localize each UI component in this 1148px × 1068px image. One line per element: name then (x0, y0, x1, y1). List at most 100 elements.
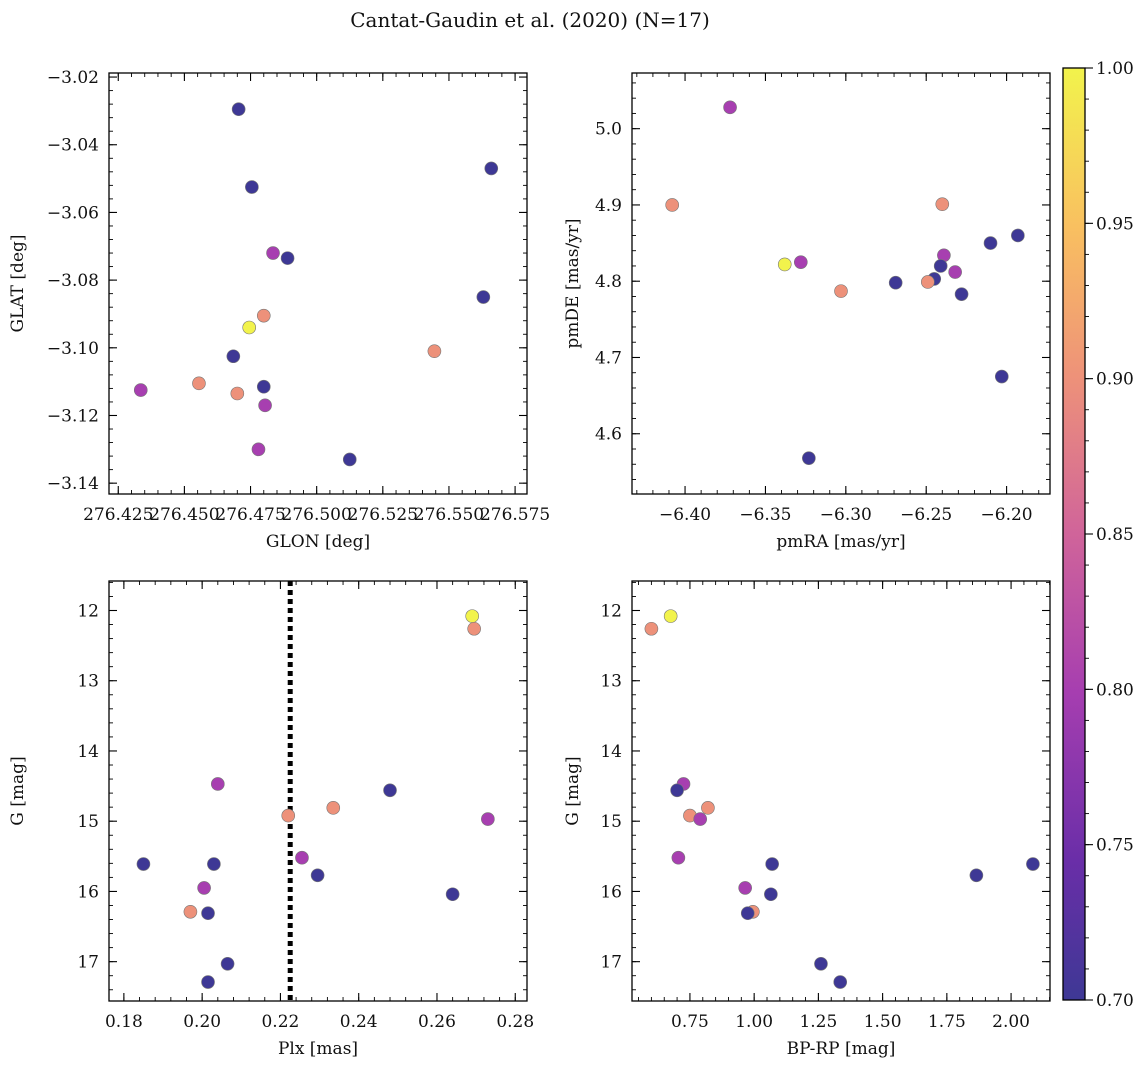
data-point (476, 290, 491, 304)
x-tick-label: 1.50 (864, 1012, 902, 1032)
x-tick-label: 0.75 (671, 1012, 709, 1032)
data-point (1026, 857, 1040, 871)
data-point (383, 783, 397, 798)
x-tick-label: 0.26 (418, 1012, 456, 1032)
y-tick-label: 4.6 (595, 425, 622, 445)
colorbar-tick-label: 0.90 (1096, 370, 1134, 390)
data-point (933, 259, 948, 273)
y-tick-label: 14 (600, 742, 622, 762)
figure-title: Cantat-Gaudin et al. (2020) (N=17) (350, 8, 710, 32)
x-tick-label: 0.22 (261, 1012, 299, 1032)
data-point (723, 100, 737, 115)
data-point (251, 442, 266, 457)
data-point (310, 868, 325, 883)
y-tick-label: 13 (600, 672, 622, 692)
data-point (231, 102, 246, 117)
data-point (802, 451, 816, 465)
x-tick-label: −6.20 (981, 505, 1033, 525)
axes-frame (108, 72, 528, 495)
x-tick-label: 1.00 (735, 1012, 773, 1032)
data-point (445, 887, 460, 902)
data-point (256, 308, 271, 323)
y-axis-label: GLAT [deg] (8, 234, 28, 332)
y-tick-label: 5.0 (595, 120, 622, 140)
data-point (954, 287, 969, 301)
x-tick-label: 0.24 (340, 1012, 378, 1032)
data-point (935, 197, 950, 211)
data-point (693, 812, 708, 826)
y-tick-label: −3.14 (47, 474, 99, 494)
panel-glon-glat: 276.425276.450276.475276.500276.525276.5… (8, 68, 550, 552)
data-point (280, 251, 295, 265)
y-tick-label: 13 (77, 672, 99, 692)
y-tick-label: 17 (77, 953, 99, 973)
colorbar-tick-label: 0.85 (1096, 525, 1134, 545)
panels: 276.425276.450276.475276.500276.525276.5… (8, 68, 1051, 1059)
x-tick-label: 276.500 (282, 505, 352, 525)
x-axis-label: Plx [mas] (278, 1039, 358, 1059)
colorbar: 0.70 0.75 0.80 0.85 0.90 0.95 1.00 (1062, 59, 1134, 1011)
data-point (281, 808, 296, 823)
y-axis-label: G [mag] (563, 756, 583, 825)
scatter-points (133, 102, 499, 467)
data-point (427, 344, 442, 358)
colorbar-tick-label: 0.70 (1096, 991, 1134, 1011)
x-tick-label: 276.525 (348, 505, 418, 525)
x-tick-label: −6.40 (659, 505, 711, 525)
y-tick-label: 15 (77, 812, 99, 832)
y-tick-label: 16 (77, 882, 99, 902)
axes-frame (631, 72, 1051, 495)
data-point (266, 246, 280, 260)
data-point (983, 236, 998, 250)
data-point (1011, 228, 1025, 243)
x-tick-label: 1.25 (799, 1012, 837, 1032)
y-tick-label: 4.8 (595, 272, 622, 292)
data-point (220, 956, 235, 971)
y-tick-label: 4.7 (595, 348, 622, 368)
data-point (183, 905, 198, 919)
data-point (663, 609, 678, 623)
data-point (740, 906, 755, 921)
data-point (245, 180, 259, 194)
x-tick-label: 276.425 (83, 505, 153, 525)
colorbar-tick-label: 0.80 (1096, 680, 1134, 700)
y-tick-label: 16 (600, 882, 622, 902)
data-point (777, 257, 792, 272)
data-point (764, 887, 778, 902)
x-tick-label: 276.450 (149, 505, 219, 525)
data-point (969, 868, 984, 883)
x-tick-label: 0.28 (496, 1012, 534, 1032)
data-point (644, 621, 659, 636)
x-tick-label: 1.75 (928, 1012, 966, 1032)
data-point (242, 320, 257, 335)
data-point (481, 812, 495, 826)
scatter-points (644, 609, 1040, 989)
x-tick-label: 0.18 (105, 1012, 143, 1032)
y-axis-label: G [mag] (8, 756, 28, 825)
y-tick-label: 15 (600, 812, 622, 832)
y-tick-label: −3.08 (47, 271, 99, 291)
data-point (794, 255, 808, 269)
scatter-points (665, 100, 1025, 465)
data-point (136, 857, 151, 871)
x-tick-label: 0.20 (183, 1012, 221, 1032)
data-point (467, 621, 481, 636)
data-point (888, 275, 903, 290)
x-axis-label: pmRA [mas/yr] (776, 532, 905, 552)
y-tick-label: −3.12 (47, 406, 99, 426)
panel-pmra-pmde: −6.40 −6.35 −6.30 −6.25 −6.20 4.6 4.7 4.8 4.9 5.0… (563, 72, 1051, 552)
y-tick-label: 17 (600, 953, 622, 973)
x-tick-label: −6.35 (739, 505, 791, 525)
colorbar-gradient (1062, 67, 1086, 1001)
y-tick-label: 14 (77, 742, 99, 762)
y-tick-label: 4.9 (595, 196, 622, 216)
data-point (295, 850, 309, 865)
data-point (256, 379, 271, 394)
y-tick-label: 12 (77, 601, 99, 621)
y-tick-label: 12 (600, 601, 622, 621)
data-point (921, 275, 935, 289)
data-point (197, 881, 211, 895)
data-point (201, 975, 215, 989)
data-point (701, 801, 715, 815)
